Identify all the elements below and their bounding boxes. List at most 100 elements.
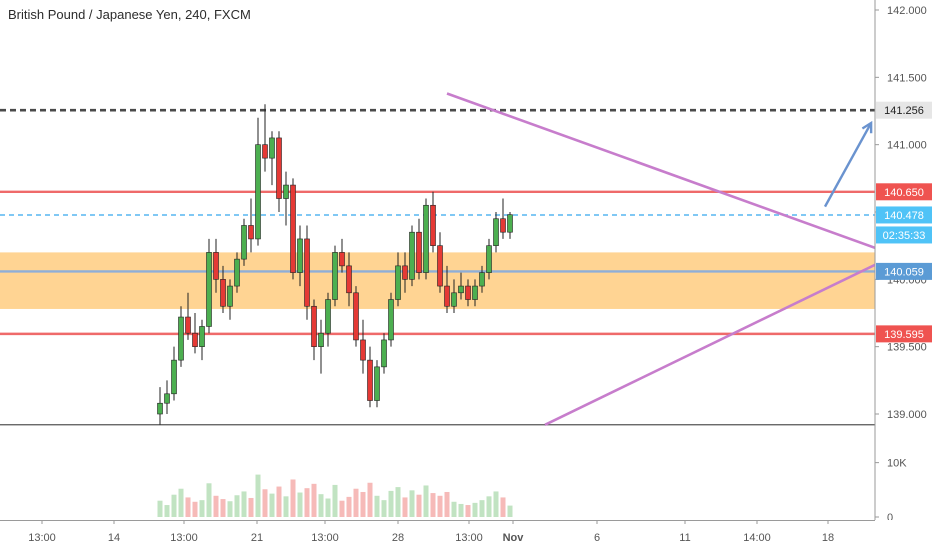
volume-bar [164, 505, 170, 517]
candle-body [185, 316, 191, 334]
price-axis[interactable]: 142.000141.500141.000140.500140.000139.5… [874, 0, 932, 524]
candle-body [157, 402, 163, 415]
volume-bar [360, 491, 366, 517]
volume-bar [192, 501, 198, 517]
volume-bar [493, 491, 499, 517]
candle-body [346, 265, 352, 294]
volume-bar [157, 500, 163, 517]
time-tick-label: 6 [594, 532, 600, 544]
volume-bar [346, 496, 352, 517]
volume-tick-label: 10K [887, 458, 907, 470]
volume-bar [416, 494, 422, 517]
candle-body [444, 285, 450, 307]
volume-bar [332, 484, 338, 517]
volume-bar [297, 492, 303, 517]
volume-tick-label: 0 [887, 512, 893, 524]
chart-title: British Pound / Japanese Yen, 240, FXCM [8, 7, 251, 22]
candle-body [255, 144, 261, 240]
candle-body [437, 245, 443, 287]
candle-body [486, 245, 492, 273]
time-tick-label: 14:00 [743, 532, 771, 544]
candle-body [325, 299, 331, 334]
volume-bar [479, 500, 485, 517]
candle-body [500, 218, 506, 233]
candle-body [227, 285, 233, 307]
volume-bar [311, 483, 317, 517]
volume-bar [395, 487, 401, 517]
candle-body [290, 184, 296, 273]
candle-body [507, 214, 513, 233]
candle-body [388, 299, 394, 341]
candle-body [465, 285, 471, 300]
candle-body [241, 225, 247, 260]
candle-body [381, 339, 387, 368]
volume-bar [444, 491, 450, 517]
price-axis-background [875, 0, 932, 520]
time-axis-background [0, 520, 932, 550]
price-label-text: 139.595 [884, 329, 924, 341]
candle-body [269, 137, 275, 159]
candle-body [164, 393, 170, 404]
volume-bar [325, 498, 331, 517]
candle-body [234, 258, 240, 287]
candle-body [248, 225, 254, 240]
candle-body [283, 184, 289, 199]
time-tick-label: 21 [251, 532, 263, 544]
price-tick-label: 141.000 [887, 140, 927, 152]
volume-bar [290, 479, 296, 517]
candle-body [353, 292, 359, 341]
volume-bar [171, 494, 177, 517]
volume-bar [486, 496, 492, 517]
volume-bar [255, 474, 261, 517]
candle-body [472, 285, 478, 300]
candle-body [206, 252, 212, 327]
price-tick-label: 142.000 [887, 5, 927, 17]
volume-bar [402, 497, 408, 517]
candle-body [430, 204, 436, 246]
candle-body [360, 339, 366, 361]
time-tick-label: 28 [392, 532, 404, 544]
candle-body [213, 252, 219, 280]
price-label-text: 02:35:33 [883, 230, 926, 242]
volume-bar [500, 497, 506, 517]
volume-bar [472, 502, 478, 517]
volume-bar [367, 482, 373, 517]
time-tick-label: 13:00 [455, 532, 483, 544]
time-tick-label: 18 [822, 532, 834, 544]
candle-body [178, 316, 184, 361]
candle-body [262, 144, 268, 159]
time-axis[interactable]: 13:00 14 13:00 21 13:00 28 13:00 Nov 6 11 14:00 18 [0, 520, 932, 550]
candle-body [276, 137, 282, 199]
volume-bar [507, 505, 513, 517]
candle-body [493, 218, 499, 246]
candle-body [318, 332, 324, 347]
volume-bar [353, 488, 359, 517]
volume-bar [465, 505, 471, 517]
candle-body [423, 204, 429, 273]
volume-bar [388, 490, 394, 517]
price-label-text: 140.650 [884, 187, 924, 199]
volume-bar [437, 495, 443, 517]
candle-body [297, 238, 303, 273]
volume-bar [269, 493, 275, 517]
time-tick-label: 13:00 [311, 532, 339, 544]
candle-body [402, 265, 408, 280]
price-label-tag [876, 101, 932, 119]
candle-body [332, 252, 338, 300]
volume-bar [220, 499, 226, 517]
volume-bar [318, 494, 324, 517]
candle-body [199, 326, 205, 347]
volume-bar [451, 501, 457, 517]
volume-bar [262, 489, 268, 517]
triangle-lower-line [544, 253, 896, 426]
volume-bar [213, 495, 219, 517]
candle-body [409, 231, 415, 280]
volume-bar [227, 501, 233, 517]
price-tick-label: 139.000 [887, 409, 927, 421]
candle-body [416, 231, 422, 273]
volume-bar [276, 486, 282, 517]
volume-bar [199, 500, 205, 517]
volume-bar [458, 503, 464, 517]
